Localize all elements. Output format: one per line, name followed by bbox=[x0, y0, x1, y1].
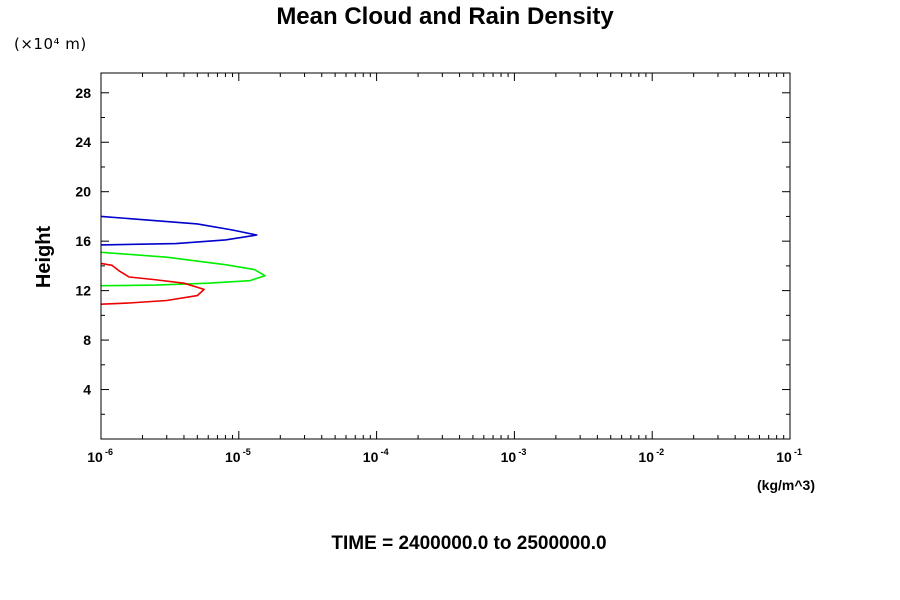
x-tick-exponent: -6 bbox=[105, 447, 113, 457]
x-tick-base: 10 bbox=[363, 449, 379, 465]
series-line-2 bbox=[100, 251, 266, 287]
series-line-1 bbox=[100, 215, 258, 246]
plot-frame bbox=[100, 72, 791, 440]
x-tick-exponent: -5 bbox=[243, 447, 251, 457]
y-tick-label: 20 bbox=[75, 184, 91, 200]
data-series bbox=[100, 215, 266, 305]
x-tick-label: 10 bbox=[638, 449, 654, 465]
x-tick-label: 10 bbox=[87, 449, 103, 465]
x-tick-label: 10 bbox=[225, 449, 241, 465]
x-tick-exponent: -4 bbox=[381, 447, 389, 457]
x-tick-base: 10 bbox=[501, 449, 517, 465]
y-tick-label: 24 bbox=[75, 134, 91, 150]
y-tick-label: 28 bbox=[75, 85, 91, 101]
x-tick-base: 10 bbox=[87, 449, 103, 465]
y-scale-label: (×10⁴ m) bbox=[14, 35, 87, 53]
x-tick-label: 10 bbox=[776, 449, 792, 465]
x-tick-label: 10 bbox=[363, 449, 379, 465]
x-tick-label: 10 bbox=[501, 449, 517, 465]
x-tick-base: 10 bbox=[776, 449, 792, 465]
y-tick-label: 12 bbox=[75, 283, 91, 299]
y-tick-label: 8 bbox=[83, 332, 91, 348]
y-tick-label: 16 bbox=[75, 233, 91, 249]
x-tick-base: 10 bbox=[638, 449, 654, 465]
time-footer: TIME = 2400000.0 to 2500000.0 bbox=[331, 533, 606, 554]
x-tick-exponent: -3 bbox=[518, 447, 526, 457]
series-line-3 bbox=[100, 262, 205, 305]
x-unit-label: (kg/m^3) bbox=[757, 477, 815, 493]
x-tick-exponent: -2 bbox=[656, 447, 664, 457]
chart-title: Mean Cloud and Rain Density bbox=[276, 3, 614, 30]
y-axis-label: Height bbox=[33, 226, 55, 289]
axis-ticks bbox=[101, 73, 790, 439]
x-tick-base: 10 bbox=[225, 449, 241, 465]
x-tick-exponent: -1 bbox=[794, 447, 802, 457]
y-tick-label: 4 bbox=[83, 382, 91, 398]
